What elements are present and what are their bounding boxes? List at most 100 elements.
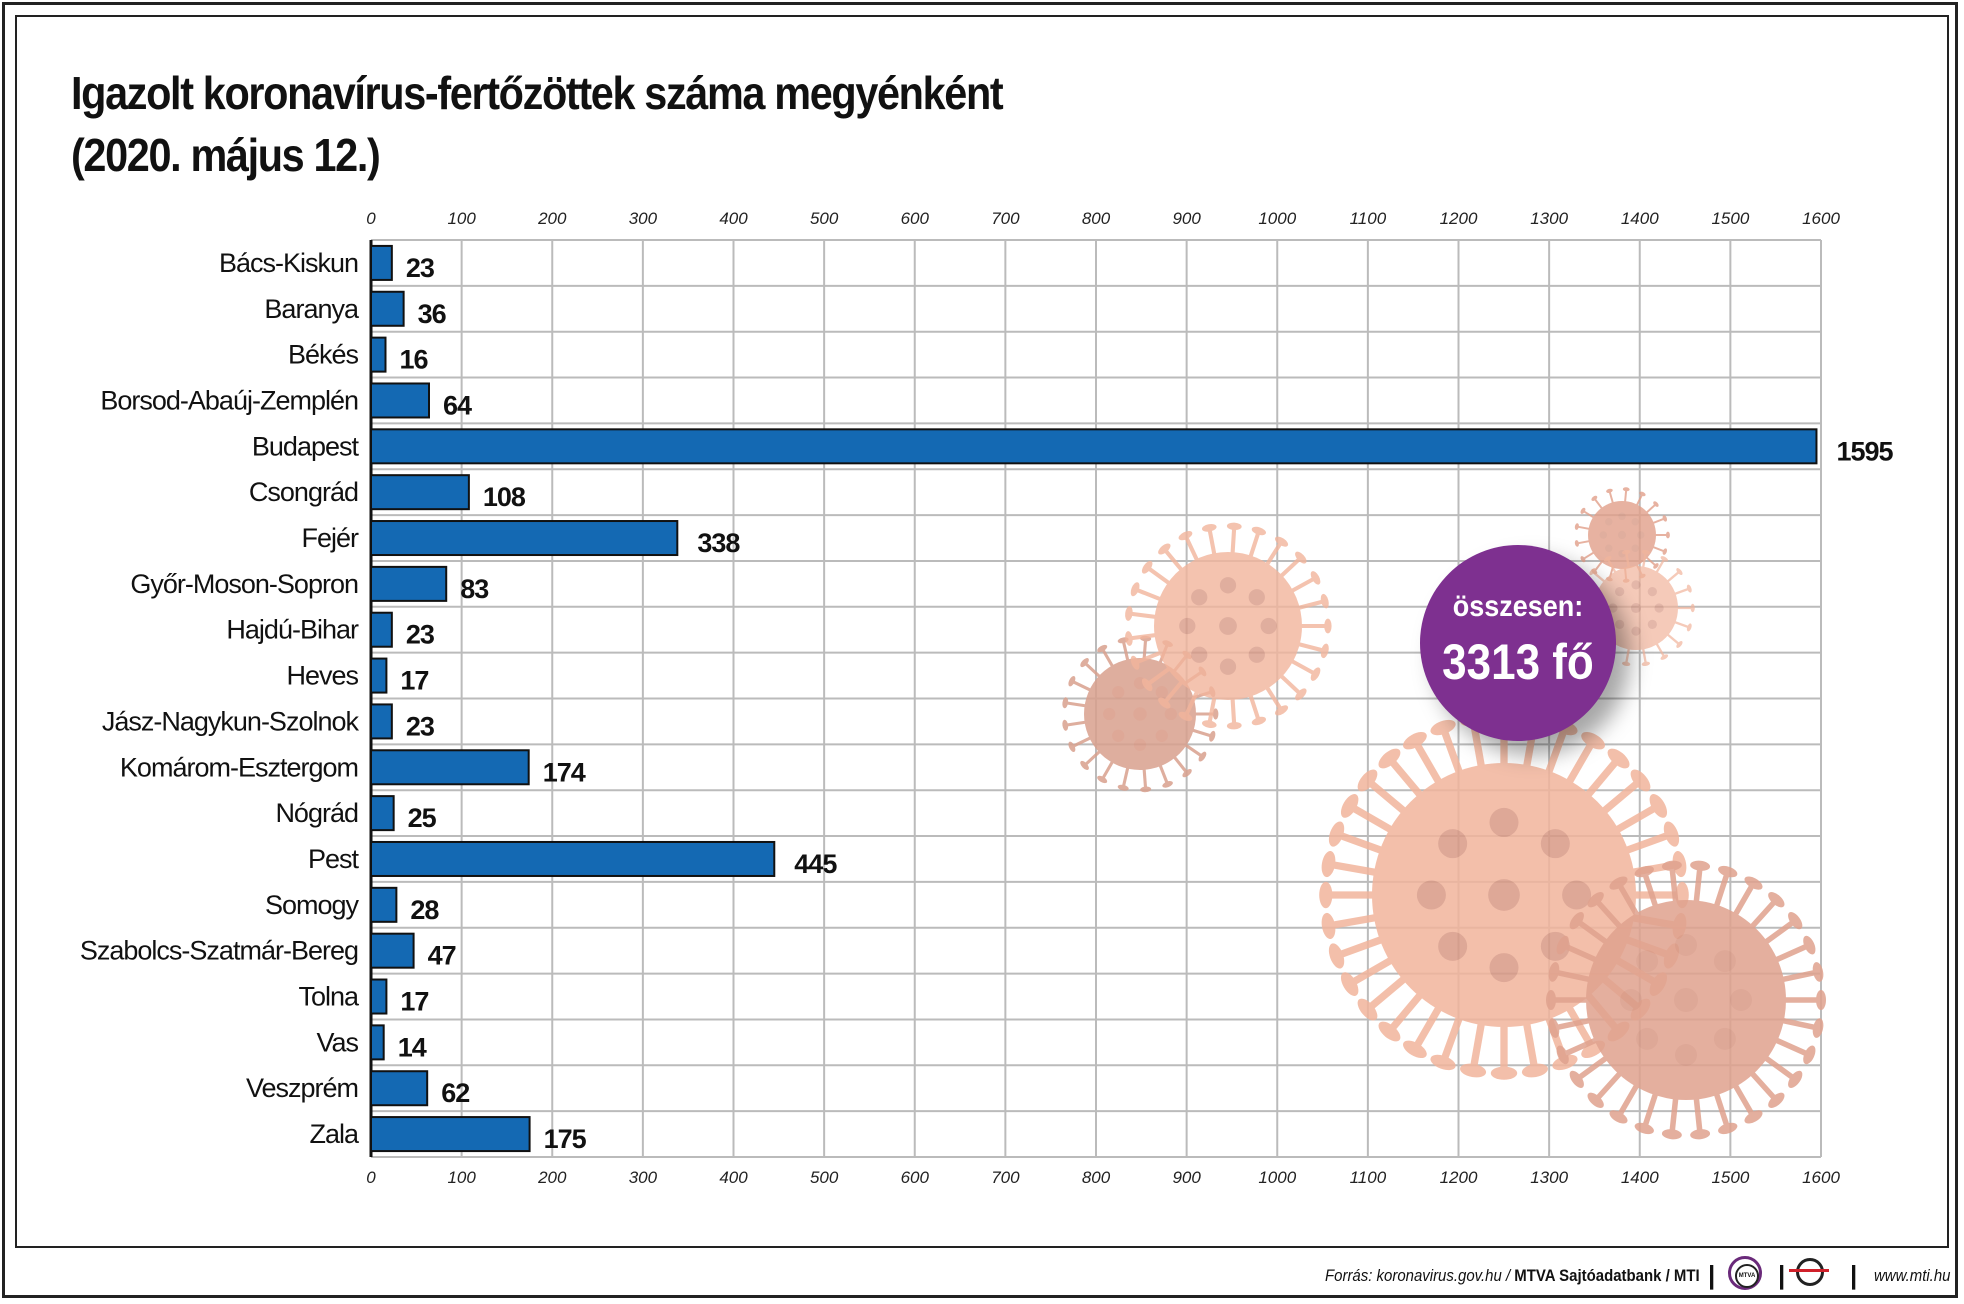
virus-illustrations [1062,487,1826,1140]
virus-spike-tip [1649,794,1668,818]
virus-dot [1248,646,1265,663]
category-label: Veszprém [246,1073,358,1103]
virus-spike-tip [1158,697,1171,709]
virus-dot [1674,988,1698,1012]
virus-dot [1219,658,1237,675]
category-label: Borsod-Abaúj-Zemplén [100,385,358,415]
virus-spike-tip [1686,623,1692,632]
virus-spike-tip [1521,1063,1548,1078]
virus-dot [1631,518,1639,526]
virus-dot [1219,617,1237,635]
x-tick-label-top: 0 [366,209,376,228]
title-line-2: (2020. május 12.) [71,129,381,181]
bar [370,886,398,923]
virus-spike-tip [1606,488,1613,493]
x-tick-label-top: 1000 [1258,209,1296,228]
virus-dot [1605,518,1613,526]
divider: | [1708,1260,1716,1290]
virus-spike-tip [1357,769,1378,792]
virus-dot [1631,626,1641,636]
category-label: Szabolcs-Szatmár-Bereg [80,936,358,966]
virus-spike-tip [1125,631,1133,646]
virus-spike-tip [1251,526,1267,536]
virus-dot [1260,617,1277,635]
virus-dot [1713,950,1736,973]
virus-spike-tip [1634,1122,1654,1135]
x-tick-label-top: 1300 [1530,209,1568,228]
virus-spike-tip [1660,556,1669,562]
virus-spike-tip [1556,935,1569,955]
x-tick-label-bottom: 1400 [1621,1168,1659,1187]
virus-spike-tip [1569,1070,1584,1088]
inner-frame [15,15,1949,1248]
virus-spike-tip [1788,1070,1803,1088]
x-tick-label-bottom: 500 [810,1168,839,1187]
category-label: Bács-Kiskun [219,248,358,278]
virus-spike-tip [1768,892,1785,908]
virus-spike-tip [1321,912,1336,939]
virus-spike-tip [1319,881,1333,909]
source-bold: MTVA Sajtóadatbank / MTI [1514,1266,1700,1285]
bar [370,336,387,373]
virus-spike-tip [1548,1018,1560,1038]
data-label: 23 [406,711,435,741]
virus-spike-tip [1460,1063,1487,1078]
virus-spike-tip [1310,571,1321,585]
data-label: 338 [697,528,740,558]
x-tick-label-bottom: 1500 [1711,1168,1749,1187]
category-label: Somogy [265,890,360,920]
bar [370,611,393,648]
bar [370,520,679,557]
virus-spike-tip [1641,661,1650,667]
x-tick-label-bottom: 400 [719,1168,748,1187]
x-tick-label-bottom: 900 [1172,1168,1201,1187]
virus-spike-tip [1744,1110,1763,1124]
x-tick-label-top: 500 [810,209,839,228]
data-label: 36 [418,299,447,329]
virus-dot [1636,950,1659,973]
bar [370,1070,429,1107]
x-tick-label-top: 1400 [1621,209,1659,228]
virus-spike-tip [1310,667,1321,681]
virus-spike-tip [1574,523,1579,530]
virus-spike-tip [1274,536,1289,547]
category-label: Komárom-Esztergom [120,752,358,782]
virus-spike-tip [1158,543,1171,555]
virus-spike-tip [1162,781,1173,788]
category-label: Vas [316,1027,358,1057]
virus-spike-tip [1653,563,1659,569]
x-tick-label-top: 1100 [1350,209,1387,228]
category-label: Baranya [264,294,360,324]
category-label: Pest [308,844,360,874]
virus-spike-tip [1209,730,1216,742]
virus-dot [1618,512,1626,521]
website-link[interactable]: www.mti.hu [1874,1266,1951,1285]
data-label: 175 [544,1124,587,1154]
x-tick-label-top: 600 [901,209,930,228]
bar [370,1024,385,1061]
data-label: 83 [460,574,489,604]
data-label: 1595 [1836,436,1893,466]
virus-spike-tip [1556,1045,1569,1065]
virus-spike-tip [1661,860,1682,871]
virus-spike-tip [1125,606,1133,621]
virus-spike-tip [1251,716,1267,726]
virus-spike-tip [1226,522,1242,531]
virus-dot [1155,686,1168,699]
virus-spike-tip [1097,775,1108,784]
virus-spike-tip [1182,768,1192,778]
data-label: 445 [794,849,837,879]
virus-dot [1636,531,1645,539]
virus-spike-tip [1178,711,1193,721]
virus-spike-tip [1201,523,1217,532]
footer: Forrás: koronavirus.gov.hu / MTVA Sajtóa… [1300,1256,1951,1292]
virus-spike-tip [1274,705,1289,716]
data-label: 25 [408,803,437,833]
virus-dot [1647,587,1657,597]
virus-dot [1133,738,1147,751]
virus-spike-tip [1816,990,1826,1010]
virus-spike-tip [1663,821,1680,847]
virus-dot [1112,686,1125,699]
virus-spike-tip [1574,540,1579,547]
x-tick-label-top: 200 [537,209,567,228]
